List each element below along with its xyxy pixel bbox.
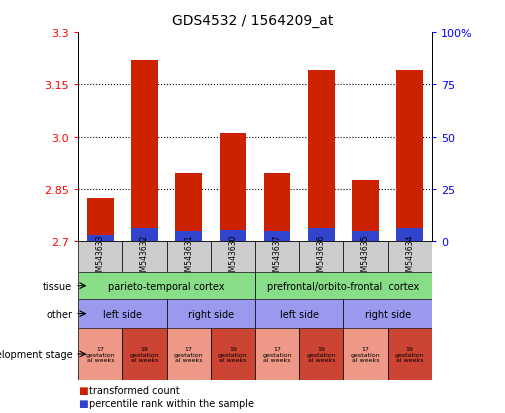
Bar [167, 299, 255, 328]
Bar [343, 242, 388, 273]
Text: GSM543631: GSM543631 [184, 234, 193, 280]
Bar [352, 181, 379, 242]
Bar [211, 242, 255, 273]
Bar [123, 242, 167, 273]
Bar [78, 273, 255, 299]
Bar [220, 134, 246, 242]
Bar [220, 230, 246, 242]
Bar [308, 71, 334, 242]
Text: GSM543632: GSM543632 [140, 234, 149, 280]
Text: GSM543636: GSM543636 [317, 234, 326, 280]
Bar [255, 242, 299, 273]
Text: GSM543634: GSM543634 [405, 234, 414, 280]
Bar [352, 232, 379, 242]
Text: GSM543633: GSM543633 [96, 234, 105, 280]
Text: other: other [46, 309, 72, 319]
Bar [176, 174, 202, 242]
Text: right side: right side [365, 309, 411, 319]
Bar [264, 232, 290, 242]
Text: 17
gestation
al weeks: 17 gestation al weeks [85, 346, 115, 363]
Bar [87, 198, 114, 242]
Bar [211, 328, 255, 380]
Text: 17
gestation
al weeks: 17 gestation al weeks [262, 346, 292, 363]
Bar [299, 328, 343, 380]
Bar [343, 328, 388, 380]
Bar [396, 71, 423, 242]
Text: right side: right side [188, 309, 234, 319]
Bar [78, 328, 123, 380]
Text: GSM543637: GSM543637 [273, 234, 282, 280]
Text: ■: ■ [78, 398, 88, 408]
Bar [167, 328, 211, 380]
Bar [255, 273, 432, 299]
Bar [308, 228, 334, 242]
Bar [388, 328, 432, 380]
Bar [299, 242, 343, 273]
Text: GSM543635: GSM543635 [361, 234, 370, 280]
Text: ■: ■ [78, 385, 88, 395]
Bar [87, 235, 114, 242]
Text: 19
gestation
al weeks: 19 gestation al weeks [130, 346, 160, 363]
Text: left side: left side [103, 309, 142, 319]
Bar [78, 299, 167, 328]
Text: 17
gestation
al weeks: 17 gestation al weeks [174, 346, 204, 363]
Bar [123, 328, 167, 380]
Bar [255, 299, 343, 328]
Text: tissue: tissue [43, 281, 72, 291]
Bar [396, 228, 423, 242]
Text: 17
gestation
al weeks: 17 gestation al weeks [350, 346, 380, 363]
Bar [264, 174, 290, 242]
Text: parieto-temporal cortex: parieto-temporal cortex [109, 281, 225, 291]
Text: 19
gestation
al weeks: 19 gestation al weeks [395, 346, 425, 363]
Text: GDS4532 / 1564209_at: GDS4532 / 1564209_at [172, 14, 333, 28]
Bar [176, 231, 202, 242]
Text: prefrontal/orbito-frontal  cortex: prefrontal/orbito-frontal cortex [267, 281, 420, 291]
Text: 19
gestation
al weeks: 19 gestation al weeks [218, 346, 248, 363]
Text: transformed count: transformed count [89, 385, 180, 395]
Bar [167, 242, 211, 273]
Text: left side: left side [280, 309, 319, 319]
Text: 19
gestation
al weeks: 19 gestation al weeks [307, 346, 336, 363]
Bar [78, 242, 123, 273]
Text: development stage: development stage [0, 349, 72, 359]
Bar [343, 299, 432, 328]
Bar [255, 328, 299, 380]
Text: GSM543630: GSM543630 [228, 234, 237, 280]
Bar [388, 242, 432, 273]
Text: percentile rank within the sample: percentile rank within the sample [89, 398, 255, 408]
Bar [131, 61, 158, 242]
Bar [131, 228, 158, 242]
